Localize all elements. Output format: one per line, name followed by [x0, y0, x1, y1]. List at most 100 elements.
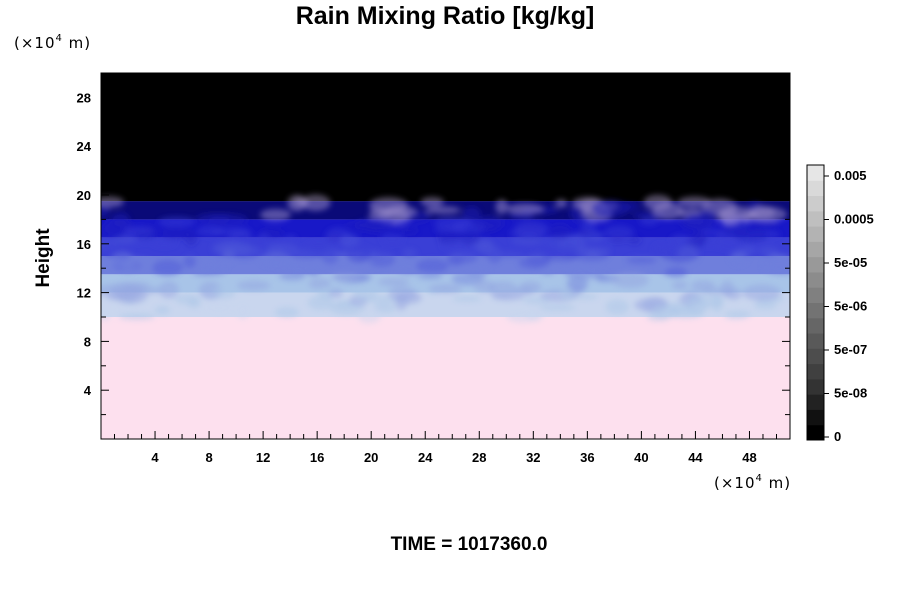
field-texture-blob: [564, 264, 604, 280]
field-texture-blob: [566, 275, 588, 293]
colorbar-swatch: [807, 409, 824, 426]
y-tick-label: 20: [77, 188, 91, 203]
x-unit-label: (×104 m): [714, 473, 791, 492]
colorbar-swatch: [807, 195, 824, 212]
field-texture-blob: [548, 223, 572, 240]
field-texture-blob: [640, 216, 659, 226]
colorbar-frame: [806, 164, 825, 441]
y-axis: 4 8 12 16 20 24 28: [77, 90, 790, 416]
y-tick-label: 4: [84, 383, 92, 398]
colorbar-swatch: [807, 165, 824, 181]
field-texture-blob: [187, 298, 201, 309]
field-texture-blob: [192, 268, 213, 277]
field-texture-blob: [753, 301, 777, 310]
field-texture-blob: [538, 304, 576, 311]
field-texture-blob: [448, 251, 479, 264]
field-texture-blob: [718, 210, 741, 226]
field-texture-blob: [259, 252, 293, 267]
y-tick-label: 16: [77, 237, 91, 252]
field-band: [101, 73, 790, 202]
field-texture-blob: [340, 233, 360, 249]
field-texture-blob: [724, 310, 751, 318]
colorbar-label: 0.005: [834, 168, 867, 183]
field-texture-blob: [402, 249, 417, 258]
field-texture-blob: [159, 226, 191, 240]
field-texture-blob: [473, 279, 496, 293]
field-texture-blob: [595, 274, 608, 281]
field-texture-blob: [710, 238, 742, 250]
field-texture-blob: [643, 194, 673, 211]
field-texture-blob: [115, 301, 128, 314]
field-texture-blob: [487, 246, 502, 263]
y-tick-label: 12: [77, 286, 91, 301]
field-texture-blob: [118, 313, 156, 321]
field-texture-blob: [451, 295, 482, 302]
time-label: TIME = 1017360.0: [391, 534, 548, 555]
colorbar-labels: 0.005 0.0005 5e-05 5e-06 5e-07 5e-08 0: [824, 168, 874, 444]
colorbar-label: 5e-05: [834, 255, 867, 270]
x-tick-label: 28: [472, 450, 486, 465]
colorbar-label: 5e-08: [834, 386, 867, 401]
field-texture-blob: [765, 253, 790, 270]
field-texture-blob: [394, 259, 423, 275]
field-texture-blob: [101, 196, 124, 208]
field-texture-blob: [459, 230, 481, 245]
y-axis-label: Height: [33, 228, 54, 288]
y-tick-label: 8: [84, 334, 91, 349]
x-tick-label: 20: [364, 450, 378, 465]
y-tick-label: 28: [77, 90, 91, 105]
colorbar-label: 5e-07: [834, 342, 867, 357]
field-texture-blob: [112, 236, 138, 244]
colorbar-swatch: [807, 348, 824, 365]
field-texture-blob: [466, 263, 490, 277]
field-texture-blob: [373, 302, 397, 313]
colorbar-swatch: [807, 256, 824, 273]
x-tick-label: 32: [526, 450, 540, 465]
field-texture-blob: [352, 284, 378, 301]
colorbar-swatch: [807, 302, 824, 319]
plot-frame: [100, 72, 791, 440]
field-texture-blob: [328, 288, 344, 298]
field-texture-blob: [208, 213, 248, 227]
field-texture-blob: [110, 281, 144, 299]
field-texture-blob: [506, 203, 544, 215]
field-texture-blob: [575, 215, 588, 224]
field-texture-blob: [203, 301, 234, 315]
field-texture-blob: [260, 208, 292, 221]
x-tick-label: 40: [634, 450, 648, 465]
field-texture-blob: [660, 245, 700, 263]
colorbar-swatch: [807, 226, 824, 242]
field-texture-blob: [151, 239, 177, 248]
field-texture-blob: [496, 251, 525, 258]
field-texture-blob: [278, 271, 306, 281]
field-band: [101, 317, 790, 439]
field-texture-blob: [729, 251, 748, 265]
field-texture-blob: [425, 206, 461, 214]
x-tick-label: 16: [310, 450, 324, 465]
field-texture-blob: [574, 247, 612, 256]
field-texture-blob: [664, 266, 688, 278]
field-texture-blob: [216, 241, 254, 257]
x-tick-label: 44: [688, 450, 703, 465]
x-axis: 4 8 12 16 20 24 28 32 36 40 44 48: [114, 73, 777, 465]
field-texture-blob: [646, 312, 671, 322]
colorbar-swatch: [807, 394, 824, 410]
colorbar-swatch: [807, 317, 824, 334]
y-unit-label: (×104 m): [14, 33, 91, 52]
field-texture-blob: [284, 234, 297, 243]
colorbar-swatch: [807, 241, 824, 258]
x-tick-label: 48: [742, 450, 756, 465]
field-texture-blob: [495, 199, 509, 215]
colorbar-swatch: [807, 287, 824, 303]
field-texture-blob: [111, 212, 130, 227]
field-texture-blob: [307, 267, 320, 277]
colorbar-label: 5e-06: [834, 299, 867, 314]
field-texture-blob: [152, 259, 183, 276]
field-texture-blob: [308, 277, 331, 289]
field-texture-blob: [377, 277, 410, 287]
chart-title: Rain Mixing Ratio [kg/kg]: [296, 2, 595, 30]
field-texture-blob: [519, 281, 542, 294]
field-texture-blob: [394, 293, 408, 311]
field-texture-blob: [742, 284, 782, 301]
x-tick-label: 4: [151, 450, 159, 465]
